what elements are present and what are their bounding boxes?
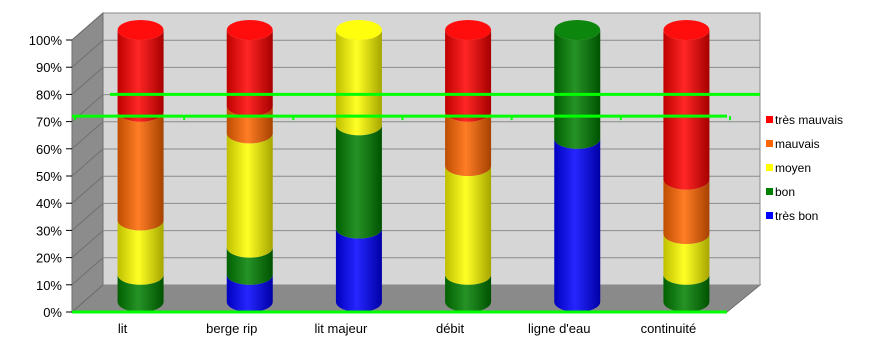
bar-segment: [117, 30, 164, 122]
bar-segment: [335, 30, 382, 136]
bar-cap: [117, 20, 164, 40]
bar-stack-5: [663, 20, 710, 312]
bar-segment: [117, 111, 164, 231]
y-tick-label: 0%: [43, 305, 62, 320]
y-tick-label: 70%: [36, 115, 62, 130]
reference-lines: [72, 92, 760, 314]
bar-stack-2: [335, 20, 382, 312]
bar-segment: [554, 30, 601, 149]
y-tick-label: 20%: [36, 251, 62, 266]
bar-segment: [226, 274, 273, 312]
gridline-side: [71, 12, 104, 41]
bar-cap: [445, 20, 492, 40]
bar-segment: [663, 179, 710, 244]
y-tick-label: 80%: [36, 87, 62, 102]
y-axis-ticks: 0% 10% 20% 30% 40% 50% 60% 70% 80% 90% 100%: [29, 33, 72, 320]
bar-segment: [445, 30, 492, 122]
y-tick-label: 60%: [36, 142, 62, 157]
bar-segment: [335, 125, 382, 239]
legend-swatch: [766, 140, 773, 147]
bar-segment: [226, 247, 273, 285]
gridlines: [71, 12, 760, 313]
bars: [117, 20, 710, 312]
y-tick-label: 30%: [36, 223, 62, 238]
y-tick-label: 10%: [36, 278, 62, 293]
bar-stack-4: [554, 20, 601, 312]
legend-label: très bon: [775, 209, 818, 223]
x-tick-label: ligne d'eau: [528, 321, 590, 336]
floor: [70, 284, 762, 313]
legend: très mauvais mauvais moyen bon très bon: [766, 113, 843, 223]
x-axis-labels: lit berge rip lit majeur débit ligne d'eau co…: [118, 321, 696, 336]
gridline-side: [71, 67, 104, 95]
bar-cap: [335, 20, 382, 40]
gridline-side: [71, 39, 104, 68]
bar-cap: [554, 20, 601, 40]
bar-segment: [445, 166, 492, 285]
gridline-side: [71, 257, 104, 286]
bar-cap: [663, 20, 710, 40]
x-tick-label: continuité: [641, 321, 697, 336]
y-tick-label: 100%: [29, 33, 63, 48]
x-tick-label: lit majeur: [315, 321, 368, 336]
gridline-side: [71, 203, 104, 231]
legend-label: bon: [775, 185, 795, 199]
x-tick-label: berge rip: [206, 321, 257, 336]
legend-swatch: [766, 188, 773, 195]
x-tick-label: débit: [436, 321, 465, 336]
legend-label: très mauvais: [775, 113, 843, 127]
gridline-side: [71, 175, 104, 204]
bar-segment: [117, 274, 164, 312]
legend-label: mauvais: [775, 137, 820, 151]
x-tick-label: lit: [118, 321, 128, 336]
y-tick-label: 90%: [36, 60, 62, 75]
bar-segment: [445, 274, 492, 312]
legend-swatch: [766, 212, 773, 219]
gridline-side: [71, 148, 104, 177]
bar-segment: [117, 220, 164, 285]
bar-segment: [663, 274, 710, 312]
bar-segment: [226, 30, 273, 117]
gridline-side: [71, 284, 104, 313]
gridline-side: [71, 121, 104, 150]
bar-segment: [663, 30, 710, 190]
bar-stack-1: [226, 20, 273, 312]
legend-swatch: [766, 164, 773, 171]
bar-stack-3: [445, 20, 492, 312]
bar-segment: [554, 138, 601, 312]
bar-segment: [335, 228, 382, 312]
bar-cap: [226, 20, 273, 40]
legend-label: moyen: [775, 161, 811, 175]
y-tick-label: 50%: [36, 169, 62, 184]
bar-segment: [663, 234, 710, 285]
y-tick-label: 40%: [36, 196, 62, 211]
bar-segment: [226, 133, 273, 258]
bar-segment: [445, 111, 492, 176]
legend-swatch: [766, 116, 773, 123]
plot-walls: [70, 11, 762, 314]
gridline-side: [71, 230, 104, 258]
bar-stack-0: [117, 20, 164, 312]
